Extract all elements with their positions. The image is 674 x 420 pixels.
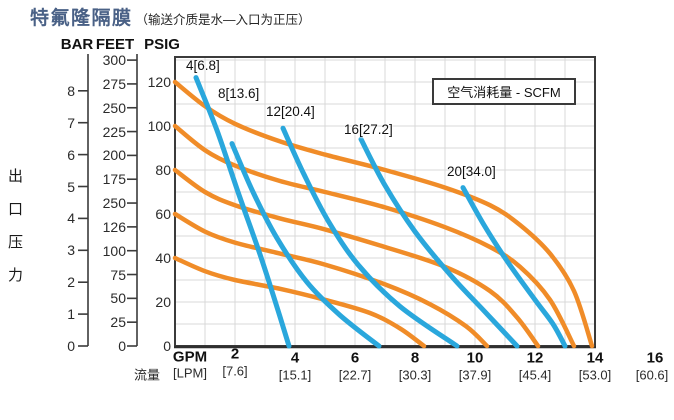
legend-box: 空气消耗量 - SCFM <box>432 78 576 105</box>
feet-tick-label: 25 <box>110 314 126 331</box>
discharge-curve-120psig <box>172 79 595 349</box>
gpm-tick-label: 10 <box>466 349 484 367</box>
psig-tick-label: 80 <box>155 162 171 178</box>
feet-tick-label: 75 <box>110 266 126 283</box>
feet-tick-label: 275 <box>102 75 126 92</box>
lpm-tick-label: [60.6] <box>635 367 669 383</box>
gpm-tick-label: 12 <box>526 349 544 367</box>
air-curve-label: 8[13.6] <box>218 86 260 101</box>
feet-tick-label: 225 <box>102 123 126 140</box>
title-row: 特氟隆隔膜 （输送介质是水—入口为正压） <box>30 3 311 30</box>
lpm-tick-label: [7.6] <box>222 363 248 379</box>
discharge-curve-40psig <box>172 255 427 349</box>
gpm-tick-label: 6 <box>350 349 360 367</box>
air-curve-label: 4[6.8] <box>186 58 220 73</box>
psig-tick-label: 120 <box>147 74 171 90</box>
air-curve-20scfm <box>460 185 568 349</box>
lpm-tick-label: [15.1] <box>278 367 312 383</box>
psig-tick-label: 100 <box>147 118 171 134</box>
air-curve-16scfm <box>358 136 520 349</box>
psig-tick-label: 0 <box>163 338 171 354</box>
gpm-tick-label: 2 <box>230 345 240 363</box>
feet-tick-label: 175 <box>102 171 126 188</box>
bar-tick-label: 2 <box>67 274 75 291</box>
lpm-tick-label: [30.3] <box>398 367 432 383</box>
bar-tick-label: 7 <box>67 114 75 131</box>
discharge-curve-80psig <box>172 167 541 349</box>
feet-tick-label: 250 <box>102 99 126 116</box>
lpm-tick-label: [22.7] <box>338 367 372 383</box>
lpm-tick-label: [53.0] <box>578 367 612 383</box>
legend-label: 空气消耗量 - SCFM <box>447 85 561 100</box>
bar-tick-label: 3 <box>67 242 75 259</box>
bar-tick-label: 8 <box>67 82 75 99</box>
bar-tick-label: 6 <box>67 146 75 163</box>
air-curve-8scfm <box>229 141 382 349</box>
psig-tick-label: 40 <box>155 250 171 266</box>
feet-tick-label: 300 <box>102 52 126 69</box>
air-curve-label: 20[34.0] <box>447 164 496 179</box>
feet-tick-label: 126 <box>102 218 126 235</box>
gpm-tick-label: 16 <box>646 349 664 367</box>
air-curve-12scfm <box>280 125 460 349</box>
discharge-curve-60psig <box>172 211 490 349</box>
x-axis-title: 流量 <box>133 367 161 383</box>
feet-scale-header: FEET <box>95 36 135 53</box>
feet-tick-label: 50 <box>110 290 126 307</box>
bar-tick-label: 1 <box>67 306 75 323</box>
psig-tick-label: 60 <box>155 206 171 222</box>
feet-tick-label: 100 <box>102 242 126 259</box>
gpm-tick-label: 14 <box>586 349 604 367</box>
page-title: 特氟隆隔膜 <box>30 8 133 29</box>
feet-tick-label: 250 <box>102 195 126 212</box>
y-axis-title: 出口压力 <box>6 168 23 300</box>
gpm-tick-label: 4 <box>290 349 300 367</box>
feet-tick-label: 0 <box>118 338 126 354</box>
bar-tick-label: 0 <box>67 338 75 354</box>
bar-tick-label: 4 <box>67 210 75 227</box>
feet-tick-label: 200 <box>102 147 126 164</box>
page-subtitle: （输送介质是水—入口为正压） <box>135 13 311 27</box>
gpm-tick-label: 8 <box>410 349 420 367</box>
x-axis-unit-gpm: GPM <box>172 348 208 366</box>
psig-scale-header: PSIG <box>144 36 180 53</box>
lpm-tick-label: [45.4] <box>518 367 552 383</box>
lpm-tick-label: [37.9] <box>458 367 492 383</box>
air-curve-label: 16[27.2] <box>344 122 393 137</box>
bar-scale-header: BAR <box>60 36 94 53</box>
psig-tick-label: 20 <box>155 294 171 310</box>
x-axis-unit-lpm: [LPM] <box>173 365 207 381</box>
air-curve-label: 12[20.4] <box>266 104 315 119</box>
air-curve-4scfm <box>193 75 292 349</box>
bar-tick-label: 5 <box>67 178 75 195</box>
